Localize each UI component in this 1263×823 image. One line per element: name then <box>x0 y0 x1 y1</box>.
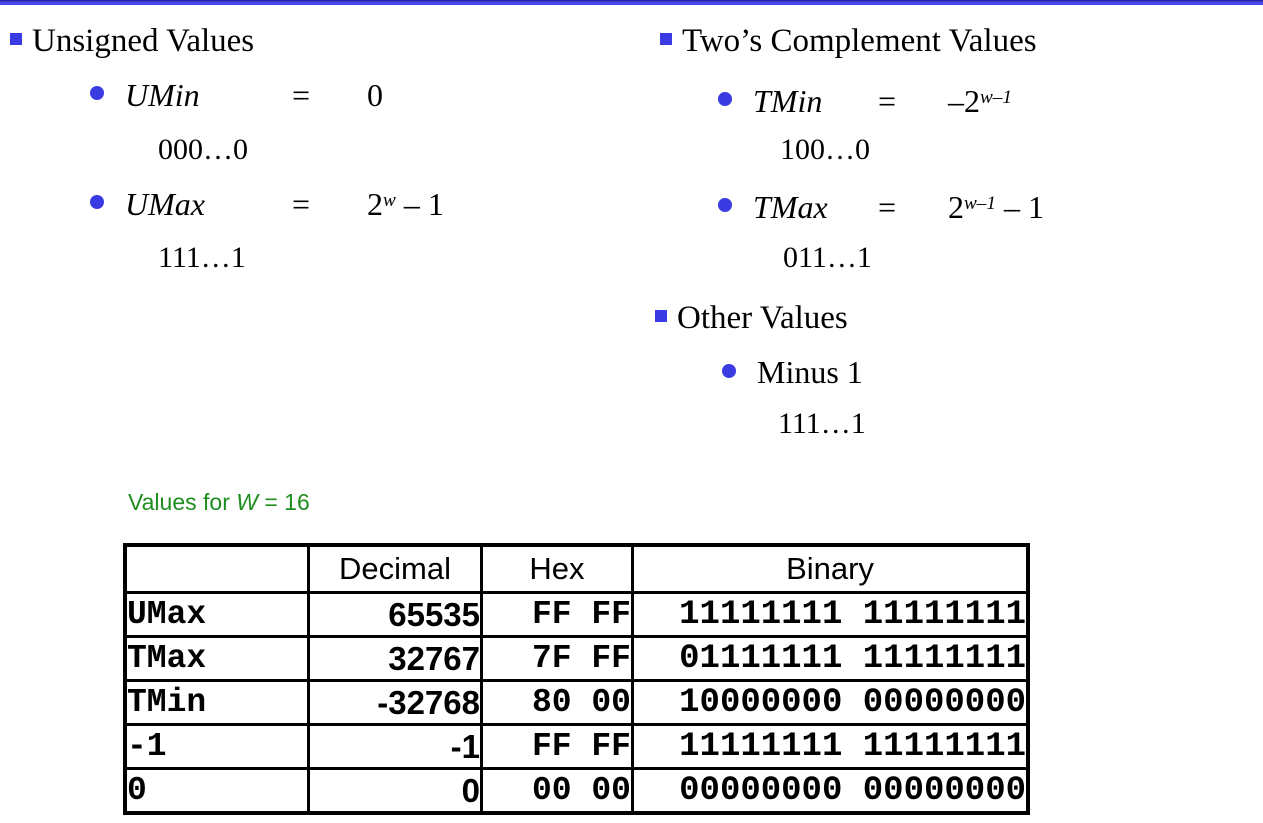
tmin-bit-pattern: 100…0 <box>780 133 870 166</box>
tmax-equals: = <box>878 189 897 225</box>
header-hex: Hex <box>480 543 634 594</box>
hex-value: 00 00 <box>480 767 634 815</box>
binary-value: 01111111 11111111 <box>631 635 1030 682</box>
decimal-value: 32767 <box>307 635 483 682</box>
header-binary: Binary <box>631 543 1030 594</box>
hex-value: 80 00 <box>480 679 634 726</box>
header-decimal: Decimal <box>307 543 483 594</box>
umax-name: UMax <box>125 186 205 222</box>
values-table: Decimal Hex Binary UMax 65535 FF FF 1111111… <box>123 543 1030 815</box>
umin-bit-pattern: 000…0 <box>158 133 248 166</box>
square-bullet-icon <box>10 33 22 45</box>
tmin-value-base: 2 <box>964 83 980 119</box>
row-label: UMax <box>123 591 310 638</box>
circle-bullet-icon <box>90 86 104 100</box>
row-label: -1 <box>123 723 310 770</box>
umin-name: UMin <box>125 77 200 113</box>
umin-value: 0 <box>367 78 383 112</box>
tmin-value-prefix: – <box>948 83 964 119</box>
values-table-body: UMax 65535 FF FF 11111111 11111111 TMax 32767… <box>123 591 1030 815</box>
top-rule <box>0 0 1263 5</box>
umax-value-base: 2 <box>367 186 383 222</box>
decimal-value: -32768 <box>307 679 483 726</box>
tmax-value-base: 2 <box>948 189 964 225</box>
row-label: TMax <box>123 635 310 682</box>
table-row: 0 0 00 00 00000000 00000000 <box>123 767 1030 815</box>
decimal-value: 65535 <box>307 591 483 638</box>
minus-one-label: Minus 1 <box>757 354 863 390</box>
square-bullet-icon <box>655 310 667 322</box>
hex-value: FF FF <box>480 591 634 638</box>
caption-prefix: Values for <box>128 489 237 515</box>
hex-value: 7F FF <box>480 635 634 682</box>
umin-value-base: 0 <box>367 77 383 113</box>
minus-one-bit-pattern: 111…1 <box>778 407 866 440</box>
table-caption: Values for W = 16 <box>128 489 310 515</box>
binary-value: 10000000 00000000 <box>631 679 1030 726</box>
binary-value: 11111111 11111111 <box>631 723 1030 770</box>
umax-value: 2w – 1 <box>367 187 444 221</box>
umax-bit-pattern: 111…1 <box>158 241 246 274</box>
tmin-value: –2w–1 <box>948 84 1012 118</box>
row-label: 0 <box>123 767 310 815</box>
tmax-bit-pattern: 011…1 <box>783 241 872 274</box>
umin-equals: = <box>292 77 311 113</box>
tmax-value: 2w–1 – 1 <box>948 190 1044 224</box>
table-row: TMin -32768 80 00 10000000 00000000 <box>123 679 1030 726</box>
header-empty <box>123 543 310 594</box>
decimal-value: 0 <box>307 767 483 815</box>
square-bullet-icon <box>660 33 672 45</box>
decimal-value: -1 <box>307 723 483 770</box>
twos-complement-heading: Two’s Complement Values <box>682 23 1037 59</box>
binary-value: 00000000 00000000 <box>631 767 1030 815</box>
circle-bullet-icon <box>718 92 732 106</box>
tmin-value-exponent: w–1 <box>980 86 1012 108</box>
binary-value: 11111111 11111111 <box>631 591 1030 638</box>
table-header-row: Decimal Hex Binary <box>123 543 1030 594</box>
row-label: TMin <box>123 679 310 726</box>
umax-value-exponent: w <box>383 189 396 211</box>
tmax-value-exponent: w–1 <box>964 192 996 214</box>
umax-equals: = <box>292 186 311 222</box>
tmin-name: TMin <box>753 83 823 119</box>
circle-bullet-icon <box>90 195 104 209</box>
tmax-name: TMax <box>753 189 828 225</box>
table-row: TMax 32767 7F FF 01111111 11111111 <box>123 635 1030 682</box>
circle-bullet-icon <box>722 364 736 378</box>
hex-value: FF FF <box>480 723 634 770</box>
caption-variable: W <box>236 489 258 515</box>
caption-suffix: = 16 <box>257 489 310 515</box>
other-values-heading: Other Values <box>677 300 848 336</box>
circle-bullet-icon <box>718 198 732 212</box>
tmin-equals: = <box>878 83 897 119</box>
table-row: UMax 65535 FF FF 11111111 11111111 <box>123 591 1030 638</box>
umax-value-tail: – 1 <box>395 186 444 222</box>
table-row: -1 -1 FF FF 11111111 11111111 <box>123 723 1030 770</box>
unsigned-values-heading: Unsigned Values <box>32 23 255 59</box>
tmax-value-tail: – 1 <box>996 189 1044 225</box>
